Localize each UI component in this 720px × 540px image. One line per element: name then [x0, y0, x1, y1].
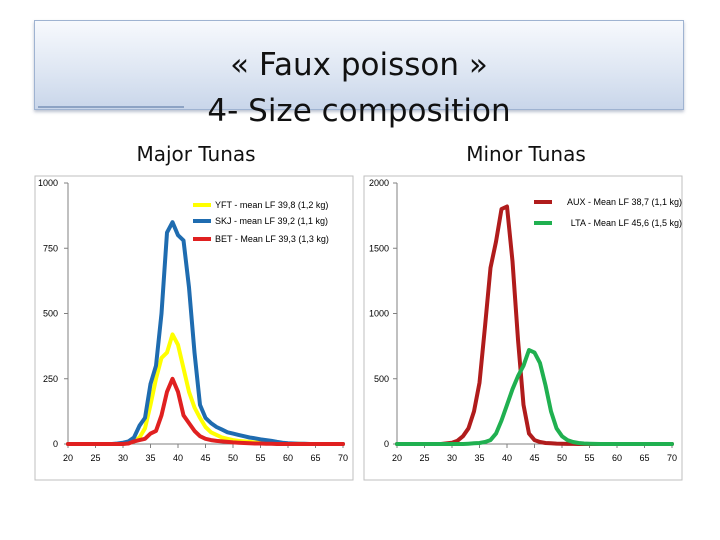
- x-tick-label-major: 45: [200, 453, 210, 463]
- chart-frame-major: [34, 175, 354, 481]
- y-tick-label-major: 1000: [38, 178, 58, 188]
- x-tick-label-major: 40: [173, 453, 183, 463]
- x-tick-label-major: 25: [90, 453, 100, 463]
- x-tick-label-minor: 70: [667, 453, 677, 463]
- x-tick-label-minor: 55: [584, 453, 594, 463]
- title-underline-decoration: [38, 106, 184, 108]
- chart-major-tunas: 0 250 500 750 1000 20 25 30 35 40 45 50 55 60 65 70 YFT …: [38, 178, 348, 463]
- y-tick-label-minor: 2000: [369, 178, 389, 188]
- x-tick-label-minor: 50: [557, 453, 567, 463]
- y-tick-label-minor: 1500: [369, 243, 389, 253]
- chart-minor-tunas: 0 500 1000 1500 2000 20 25 30 35 40 45 50 55 60 65 70 AU…: [369, 178, 682, 463]
- y-tick-label-major: 500: [43, 309, 58, 319]
- series-line-major-0: [66, 332, 345, 446]
- y-tick-label-major: 750: [43, 243, 58, 253]
- x-tick-label-major: 50: [228, 453, 238, 463]
- chart-title-minor-tunas: Minor Tunas: [466, 142, 586, 166]
- x-tick-label-major: 30: [118, 453, 128, 463]
- y-tick-label-minor: 500: [374, 374, 389, 384]
- x-tick-label-major: 20: [63, 453, 73, 463]
- series-line-minor-1: [395, 348, 674, 446]
- x-tick-label-minor: 60: [612, 453, 622, 463]
- series-line-major-2: [66, 376, 345, 446]
- series-line-minor-0: [395, 204, 674, 446]
- x-tick-label-minor: 25: [419, 453, 429, 463]
- legend-label-minor-1: LTA - Mean LF 45,6 (1,5 kg): [571, 218, 682, 228]
- x-tick-label-major: 35: [145, 453, 155, 463]
- y-tick-label-minor: 0: [384, 439, 389, 449]
- x-tick-label-major: 55: [255, 453, 265, 463]
- x-tick-label-minor: 30: [447, 453, 457, 463]
- y-tick-label-major: 0: [53, 439, 58, 449]
- x-tick-label-major: 65: [310, 453, 320, 463]
- x-tick-label-major: 60: [283, 453, 293, 463]
- x-tick-label-minor: 45: [529, 453, 539, 463]
- chart-title-major-tunas: Major Tunas: [136, 142, 256, 166]
- x-tick-label-minor: 65: [639, 453, 649, 463]
- series-line-major-1: [66, 220, 345, 446]
- legend-label-major-2: BET - Mean LF 39,3 (1,3 kg): [215, 234, 329, 244]
- y-tick-label-minor: 1000: [369, 309, 389, 319]
- legend-label-major-0: YFT - mean LF 39,8 (1,2 kg): [215, 200, 328, 210]
- x-tick-label-minor: 40: [502, 453, 512, 463]
- slide-title-line-2: 4- Size composition: [207, 93, 511, 129]
- slide-title-line-1: « Faux poisson »: [230, 47, 488, 83]
- y-tick-label-major: 250: [43, 374, 58, 384]
- legend-label-major-1: SKJ - mean LF 39,2 (1,1 kg): [215, 216, 328, 226]
- title-box: « Faux poisson » 4- Size composition: [34, 20, 684, 129]
- chart-frame-minor: [363, 175, 683, 481]
- x-tick-label-minor: 35: [474, 453, 484, 463]
- legend-label-minor-0: AUX - Mean LF 38,7 (1,1 kg): [567, 197, 682, 207]
- x-tick-label-major: 70: [338, 453, 348, 463]
- x-tick-label-minor: 20: [392, 453, 402, 463]
